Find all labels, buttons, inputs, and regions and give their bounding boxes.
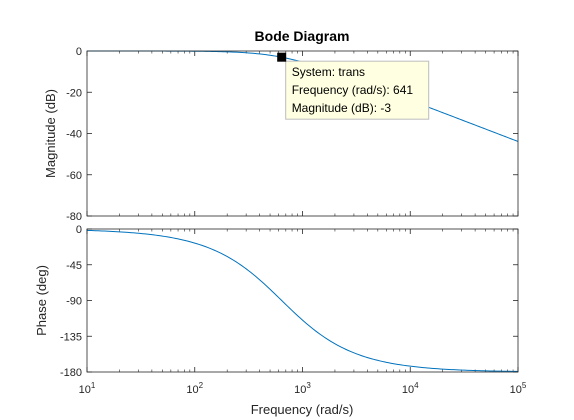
datatip-system-text: System: trans <box>292 65 365 79</box>
datatip-box <box>285 60 430 120</box>
magnitude-y-tick-labels: 0 -20 -40 -60 -80 <box>66 46 82 223</box>
magnitude-y-axis-label: Magnitude (dB) <box>43 89 58 178</box>
chart-title: Bode Diagram <box>255 28 350 44</box>
x-tick-label: 102 <box>186 381 203 396</box>
magnitude-y-tick-label: -60 <box>66 170 82 182</box>
phase-y-tick-labels: 0 -45 -90 -135 -180 <box>60 224 82 379</box>
x-tick-label: 104 <box>402 381 419 396</box>
x-tick-label: 103 <box>294 381 311 396</box>
phase-axes-box <box>86 228 519 373</box>
magnitude-y-tick-label: -20 <box>66 87 82 99</box>
phase-y-axis-label: Phase (deg) <box>34 265 49 336</box>
phase-plot-area <box>87 229 518 372</box>
magnitude-axes[interactable]: 0 -20 -40 -60 -80 Magnitude (dB) <box>43 46 519 223</box>
phase-series-line[interactable] <box>86 229 519 372</box>
datatip[interactable]: System: trans Frequency (rad/s): 641 Mag… <box>277 52 430 120</box>
phase-y-tick-label: -45 <box>66 260 82 272</box>
x-axis-label: Frequency (rad/s) <box>251 402 354 417</box>
x-tick-label: 101 <box>79 381 96 396</box>
magnitude-tick-marks <box>86 50 519 217</box>
x-tick-labels: 101 102 103 104 105 <box>79 381 527 396</box>
phase-y-tick-label: -180 <box>60 367 82 379</box>
phase-y-tick-label: -135 <box>60 331 82 343</box>
phase-y-tick-label: 0 <box>76 224 82 236</box>
magnitude-y-tick-label: -40 <box>66 129 82 141</box>
magnitude-y-tick-label: -80 <box>66 211 82 223</box>
magnitude-axes-box <box>86 50 519 217</box>
datatip-marker[interactable] <box>277 52 287 62</box>
magnitude-y-tick-label: 0 <box>76 46 82 58</box>
phase-y-tick-label: -90 <box>66 296 82 308</box>
datatip-frequency-text: Frequency (rad/s): 641 <box>292 83 414 97</box>
datatip-magnitude-text: Magnitude (dB): -3 <box>292 101 392 115</box>
x-tick-label: 105 <box>510 381 527 396</box>
phase-axes[interactable]: 0 -45 -90 -135 -180 Phase (deg) <box>34 224 519 379</box>
